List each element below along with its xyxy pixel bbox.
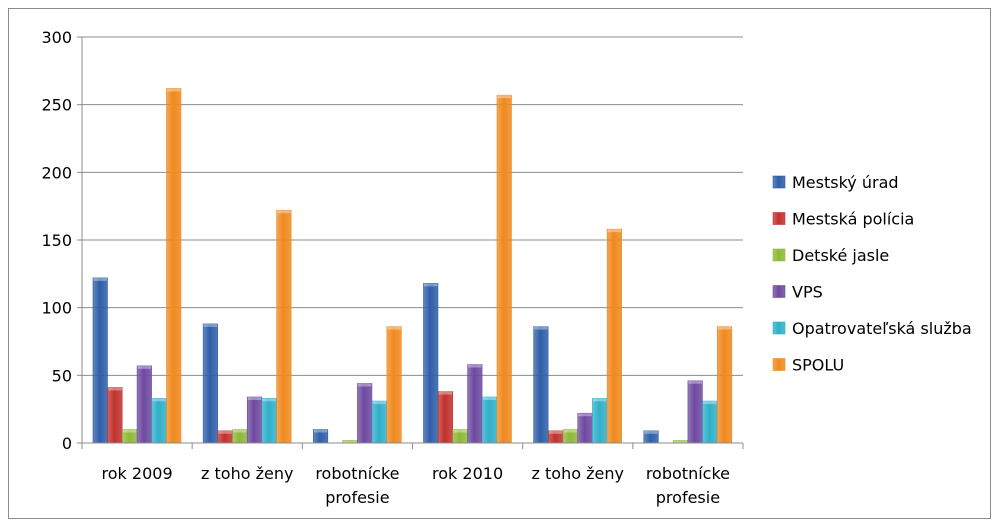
bar-cap [688,380,702,384]
bar-cap [93,277,107,281]
bar-cap [497,95,511,99]
legend-swatch-mestsk-rad [772,175,786,189]
bar-cap [343,440,357,444]
bar-cap [247,396,262,400]
x-tick-label: rok 2009 [102,464,173,483]
bar-cap [218,430,232,434]
legend-swatch-vps [772,285,786,298]
x-tick-label: robotnícke [315,464,399,483]
legend-swatch-detsk-jasle [772,248,786,262]
bar-cap [357,383,372,387]
x-tick-label: z toho ženy [201,464,293,483]
bar-vps [467,364,483,444]
bar-cap [548,430,563,434]
bar-cap [108,387,122,391]
y-tick-label: 50 [52,366,72,385]
y-tick-label: 300 [41,28,72,47]
bar-cap [166,88,181,92]
bar-vps [687,380,703,444]
bar-cap [607,229,622,233]
bar-cap [262,398,276,402]
bar-cap [534,326,548,330]
bar-cap [482,396,497,400]
bar-cap [438,391,453,395]
bar-cap [203,323,218,327]
bar-cap [453,429,467,433]
x-tick-label: profesie [325,488,389,507]
y-tick-label: 150 [41,231,72,250]
bar-mestsk-rad [92,277,108,444]
legend-label: Mestský úrad [792,173,899,192]
legend-swatch-opatrovate-sk-slu-ba [772,321,786,335]
bars [92,88,733,444]
bar-mestsk-pol-cia [437,391,453,444]
y-axis-ticks: 0 50 100 150 200 250 300 [41,28,82,453]
bar-spolu [386,326,402,444]
legend-swatch-mestsk-pol-cia [772,212,786,225]
bar-cap [468,364,482,368]
x-tick-label: robotnícke [646,464,730,483]
bar-opatrovate-sk-slu-ba [702,400,718,444]
bar-cap [137,365,152,369]
gridlines [82,36,743,376]
bar-opatrovate-sk-slu-ba [592,398,608,444]
legend: Mestský úrad Mestská polícia Detské jasle V… [772,173,972,375]
y-tick-label: 250 [41,96,72,115]
bar-spolu [606,228,622,444]
bar-cap [717,326,732,330]
x-tick-label: rok 2010 [432,464,503,483]
bar-cap [673,440,688,444]
bar-mestsk-rad [202,323,218,444]
bar-cap [563,429,578,433]
bar-cap [372,401,387,405]
x-tick-label: profesie [656,488,720,507]
bar-vps [577,412,593,444]
y-tick-label: 0 [62,434,72,453]
bar-cap [233,429,247,433]
bar-cap [578,413,592,417]
bar-cap [592,398,607,402]
bar-mestsk-rad [533,326,549,444]
bar-opatrovate-sk-slu-ba [371,400,387,444]
bar-vps [136,365,152,444]
x-axis-labels: rok 2009 z toho ženy robotnícke profesie rok… [102,464,730,507]
bar-cap [152,398,166,402]
bar-cap [122,429,137,433]
bar-spolu [717,326,733,444]
bar-spolu [276,209,292,444]
bar-vps [357,383,373,444]
axes [81,37,744,449]
bar-vps [246,396,263,444]
bar-mestsk-rad [423,283,439,444]
bar-cap [313,429,328,433]
bar-cap [277,210,291,214]
legend-label: SPOLU [792,356,844,375]
y-tick-label: 200 [41,163,72,182]
legend-label: Detské jasle [792,246,889,265]
bar-opatrovate-sk-slu-ba [261,398,277,444]
bar-spolu [496,94,512,444]
bar-cap [644,430,658,434]
legend-swatch-spolu [772,358,786,371]
legend-label: Opatrovateľská služba [792,319,972,338]
x-tick-label: z toho ženy [532,464,624,483]
bar-cap [423,283,438,287]
legend-label: Mestská polícia [792,210,914,229]
bar-mestsk-pol-cia [107,387,123,444]
bar-spolu [166,88,182,444]
bar-opatrovate-sk-slu-ba [481,396,498,444]
bar-opatrovate-sk-slu-ba [151,398,167,444]
bar-cap [703,401,717,405]
y-tick-label: 100 [41,299,72,318]
legend-label: VPS [792,283,823,302]
bar-cap [387,326,401,330]
chart-frame: 0 50 100 150 200 250 300 rok 2009 z toho ženy ro… [8,8,991,519]
